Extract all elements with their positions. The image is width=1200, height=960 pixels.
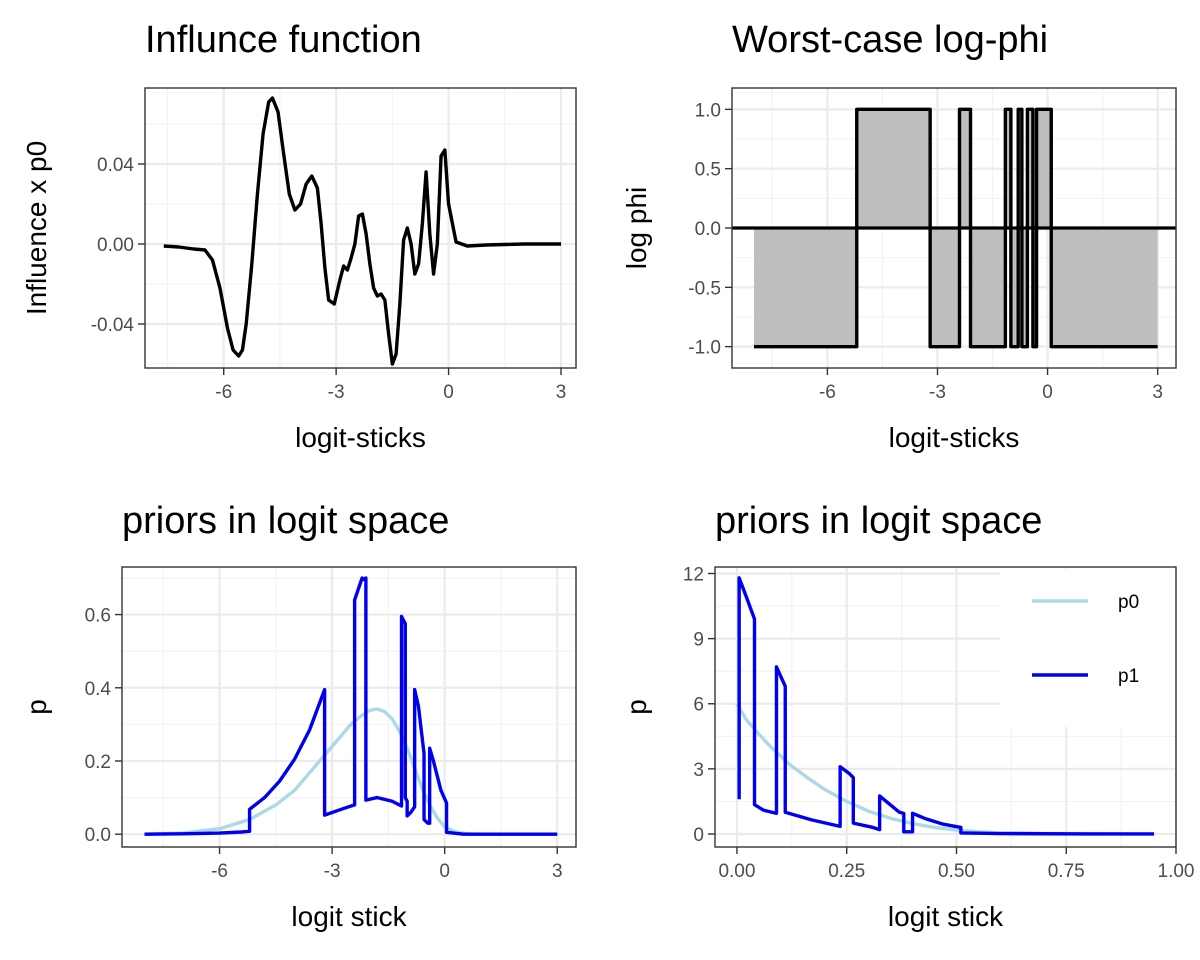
x-tick-label: -6 [819, 382, 836, 403]
series-line-p1 [144, 576, 558, 836]
series-line-p0 [144, 707, 558, 836]
x-tick-label: 0.50 [938, 861, 975, 882]
plot-area [735, 576, 1155, 836]
x-tick-label: 0.00 [718, 861, 755, 882]
y-tick-label: 12 [683, 565, 704, 586]
series-line-1 [754, 107, 1158, 349]
y-axis-label: log phi [621, 187, 652, 270]
legend-background [1000, 569, 1176, 727]
y-tick-label: 6 [693, 695, 704, 716]
grid [715, 567, 1176, 847]
y-tick-label: 0 [693, 825, 704, 846]
x-tick-label: 3 [552, 861, 563, 882]
chart-title: Worst-case log-phi [732, 19, 1048, 61]
y-tick-label: 0.00 [97, 235, 134, 256]
x-tick-label: 1.00 [1158, 861, 1195, 882]
y-tick-label: 0.0 [695, 219, 721, 240]
x-tick-label: -3 [328, 382, 345, 403]
x-tick-label: 0.75 [1048, 861, 1085, 882]
y-tick-label: 0.2 [85, 752, 111, 773]
y-tick-label: 0.4 [85, 679, 112, 700]
x-tick-label: -6 [211, 861, 228, 882]
plot-background [145, 88, 576, 368]
series-line-1 [163, 96, 562, 366]
x-tick-label: 3 [556, 382, 567, 403]
chart-panel-1: -6 -3 0 3 -0.04 0.00 0.04 Influnce function logi… [21, 19, 577, 453]
plot-area [732, 107, 1176, 349]
panel-border [121, 566, 577, 848]
legend-label-p1: p1 [1118, 666, 1139, 687]
chart-panel-4: p0 p1 0.00 0.25 0.50 0.75 1.00 0 3 6 9 12 priors in … [621, 500, 1194, 932]
grid [122, 567, 576, 847]
chart-title: Influnce function [145, 19, 422, 61]
y-tick-label: 0.6 [85, 606, 111, 627]
plot-area [163, 96, 562, 366]
x-axis-label: logit stick [888, 901, 1004, 932]
chart-panel-3: -6 -3 0 3 0.0 0.2 0.4 0.6 priors in logit space l… [21, 500, 577, 932]
x-axis-label: logit-sticks [295, 422, 426, 453]
y-axis-label: p [21, 699, 52, 715]
panel-border [144, 87, 577, 369]
plot-area [144, 576, 558, 836]
y-tick-label: 9 [693, 630, 704, 651]
chart-title: priors in logit space [715, 500, 1042, 542]
x-tick-label: 0 [1042, 382, 1053, 403]
y-tick-label: -0.04 [91, 315, 135, 336]
y-tick-label: 0.04 [97, 155, 134, 176]
chart-title: priors in logit space [122, 500, 449, 542]
x-tick-label: 0 [443, 382, 454, 403]
y-tick-label: 0.0 [85, 825, 111, 846]
chart-panel-2: -6 -3 0 3 -1.0 -0.5 0.0 0.5 1.0 Worst-case log-ph… [621, 19, 1177, 453]
x-tick-label: -3 [929, 382, 946, 403]
legend: p0 p1 [1000, 569, 1176, 727]
y-axis-label: Influence x p0 [21, 141, 52, 315]
y-tick-label: 1.0 [695, 100, 721, 121]
x-tick-label: 3 [1152, 382, 1163, 403]
legend-label-p0: p0 [1118, 592, 1139, 613]
y-tick-label: 3 [693, 760, 704, 781]
x-tick-label: -6 [215, 382, 232, 403]
x-tick-label: -3 [324, 861, 341, 882]
panel-border [714, 566, 1177, 848]
y-tick-label: -0.5 [688, 278, 721, 299]
x-tick-label: 0.25 [828, 861, 865, 882]
series-line-p1 [737, 576, 1155, 836]
y-axis-label: p [621, 699, 652, 715]
x-tick-label: 0 [439, 861, 450, 882]
x-axis-label: logit stick [291, 901, 407, 932]
y-tick-label: -1.0 [688, 338, 721, 359]
y-tick-label: 0.5 [695, 160, 721, 181]
x-axis-label: logit-sticks [889, 422, 1020, 453]
